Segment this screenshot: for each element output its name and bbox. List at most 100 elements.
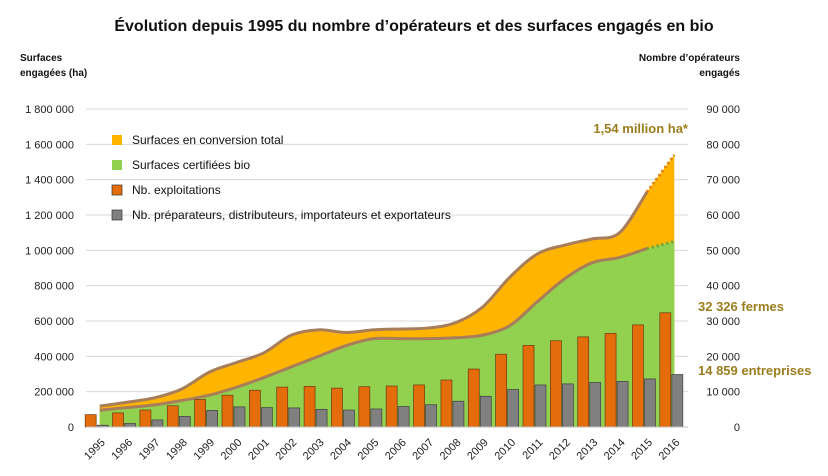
bar-exploitations: [249, 389, 261, 428]
bar-series: [84, 312, 684, 428]
x-tick-label: 2008: [438, 437, 464, 463]
line-certified: [99, 247, 648, 412]
x-tick-label: 1998: [164, 437, 190, 463]
bar-exploitations: [303, 386, 316, 428]
bar-exploitations: [604, 333, 617, 428]
legend-label: Nb. exploitations: [132, 183, 221, 197]
right-tick-label: 40 000: [706, 281, 740, 293]
x-tick-label: 2014: [602, 437, 628, 463]
bar-entreprises: [261, 407, 273, 428]
x-tick-label: 2005: [356, 437, 382, 463]
right-axis-title-line2: engagés: [699, 68, 740, 79]
x-tick-label: 2004: [328, 437, 354, 463]
bar-entreprises: [671, 374, 684, 428]
x-tick-label: 2000: [219, 437, 245, 463]
right-tick-label: 10 000: [706, 387, 740, 399]
bar-entreprises: [534, 384, 547, 428]
left-tick-label: 1 400 000: [25, 175, 74, 187]
bar-entreprises: [644, 378, 656, 428]
bar-entreprises: [562, 383, 574, 428]
legend-label: Nb. préparateurs, distributeurs, importa…: [132, 208, 451, 222]
x-tick-label: 1997: [137, 437, 163, 463]
legend-swatch: [111, 184, 123, 196]
x-tick-label: 2006: [383, 437, 409, 463]
legend-swatch: [112, 135, 122, 145]
line-conversion: [99, 191, 649, 408]
gridlines: [86, 108, 688, 393]
bar-exploitations: [632, 324, 644, 428]
bar-entreprises: [124, 423, 136, 428]
legend-label: Surfaces certifiées bio: [132, 158, 250, 172]
bar-exploitations: [331, 387, 343, 428]
bar-entreprises: [589, 382, 602, 428]
bar-exploitations: [467, 368, 480, 428]
left-tick-label: 1 800 000: [25, 104, 74, 116]
bar-entreprises: [315, 408, 328, 428]
legend: Surfaces en conversion total Surfaces cer…: [111, 133, 451, 222]
bar-exploitations: [194, 399, 206, 428]
left-tick-label: 600 000: [34, 316, 74, 328]
bar-entreprises: [425, 404, 437, 428]
bar-exploitations: [440, 379, 453, 428]
bar-exploitations: [112, 412, 124, 428]
x-tick-label: 1996: [109, 437, 135, 463]
x-tick-label: 2010: [492, 437, 518, 463]
left-tick-label: 800 000: [34, 281, 74, 293]
bar-exploitations: [659, 312, 672, 428]
annotation-total-surface: 1,54 million ha*: [593, 121, 689, 136]
legend-label: Surfaces en conversion total: [132, 133, 283, 147]
x-tick-label: 2001: [246, 437, 272, 463]
right-tick-label: 70 000: [706, 175, 740, 187]
x-tick-label: 1999: [191, 437, 217, 463]
right-tick-label: 50 000: [706, 245, 740, 257]
bar-exploitations: [221, 394, 234, 428]
left-axis-title-line2: engagées (ha): [20, 68, 87, 79]
bar-exploitations: [495, 353, 507, 428]
bar-exploitations: [522, 345, 535, 428]
left-tick-label: 1 600 000: [25, 139, 74, 151]
right-tick-label: 60 000: [706, 210, 740, 222]
bar-exploitations: [550, 340, 562, 428]
bar-exploitations: [413, 384, 425, 428]
bar-exploitations: [84, 414, 97, 428]
bar-entreprises: [178, 416, 191, 428]
left-tick-label: 200 000: [34, 387, 74, 399]
bar-entreprises: [233, 406, 246, 428]
right-tick-label: 20 000: [706, 351, 740, 363]
x-tick-label: 2013: [575, 437, 601, 463]
x-tick-label: 2016: [657, 437, 683, 463]
bar-entreprises: [288, 407, 301, 428]
left-tick-label: 1 200 000: [25, 210, 74, 222]
right-tick-label: 90 000: [706, 104, 740, 116]
x-tick-label: 1995: [82, 437, 108, 463]
bar-entreprises: [370, 408, 383, 428]
bar-entreprises: [452, 400, 465, 428]
x-tick-label: 2012: [547, 437, 573, 463]
bar-entreprises: [206, 410, 218, 428]
annotations: 1,54 million ha* 32 326 fermes 14 859 entr…: [593, 121, 811, 378]
x-tick-label: 2011: [520, 437, 545, 462]
bar-exploitations: [358, 386, 371, 428]
right-tick-label: 80 000: [706, 139, 740, 151]
bar-exploitations: [577, 336, 590, 428]
bar-exploitations: [139, 409, 152, 428]
x-tick-label: 2002: [274, 437, 300, 463]
bar-entreprises: [507, 389, 519, 428]
x-tick-label: 2003: [301, 437, 327, 463]
right-tick-label: 30 000: [706, 316, 740, 328]
right-axis-title-line1: Nombre d’opérateurs: [639, 53, 741, 64]
legend-swatch: [112, 160, 122, 170]
bar-exploitations: [385, 385, 398, 428]
x-tick-label: 2015: [629, 437, 655, 463]
bar-entreprises: [397, 406, 410, 428]
right-tick-label: 0: [734, 422, 740, 434]
bar-entreprises: [343, 409, 355, 428]
left-axis-title-line1: Surfaces: [20, 53, 63, 64]
left-tick-label: 400 000: [34, 351, 74, 363]
bar-exploitations: [166, 405, 179, 428]
left-tick-label: 1 000 000: [25, 245, 74, 257]
bar-exploitations: [276, 386, 289, 428]
x-tick-label: 2007: [410, 437, 436, 463]
